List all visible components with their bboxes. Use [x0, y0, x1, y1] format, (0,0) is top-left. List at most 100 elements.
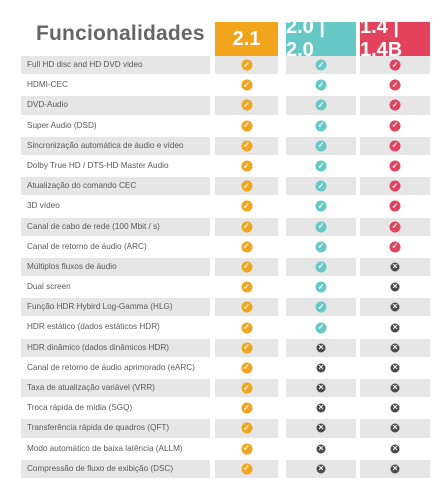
support-cell: ✓: [286, 76, 356, 94]
checkmark-icon: ✓: [241, 140, 252, 152]
support-cell: ✓: [286, 217, 356, 236]
feature-label: Taxa de atualização variável (VRR): [27, 383, 155, 392]
checkmark-icon: ✓: [389, 120, 401, 132]
checkmark-icon: ✓: [389, 160, 401, 172]
support-cell: ✕: [286, 359, 356, 377]
support-cell: ✕: [360, 440, 430, 458]
feature-label: Canal de retorno de áudio (ARC): [27, 241, 147, 251]
support-cell: ✓: [360, 117, 430, 135]
checkmark-icon: ✓: [315, 59, 327, 71]
table-row: Super Audio (DSD) ✓ ✓ ✓: [21, 116, 431, 136]
table-row: Taxa de atualização variável (VRR) ✓ ✕ ✕: [21, 378, 431, 398]
cross-icon: ✕: [390, 403, 400, 413]
cross-icon: ✕: [390, 363, 400, 373]
support-cell: ✓: [286, 117, 356, 135]
table-row: DVD-Audio ✓ ✓ ✓: [21, 95, 431, 115]
support-cell: ✓: [215, 117, 278, 135]
table-row: Atualização do comando CEC ✓ ✓ ✓: [21, 176, 431, 196]
support-cell: ✓: [286, 238, 356, 256]
checkmark-icon: ✓: [315, 221, 327, 233]
support-cell: ✓: [286, 318, 356, 336]
feature-label: Função HDR Hybird Log-Gamma (HLG): [27, 302, 173, 312]
row-background: [21, 136, 210, 155]
checkmark-icon: ✓: [241, 261, 252, 273]
table-row: Função HDR Hybird Log-Gamma (HLG) ✓ ✓ ✕: [21, 297, 431, 317]
table-row: Transferência rápida de quadros (QFT) ✓ ✕ ✕: [21, 418, 431, 438]
cross-icon: ✕: [390, 323, 400, 333]
checkmark-icon: ✓: [389, 140, 401, 152]
table-row: Troca rápida de mídia (SGQ) ✓ ✕ ✕: [21, 398, 431, 418]
checkmark-icon: ✓: [241, 443, 252, 455]
cross-icon: ✕: [316, 464, 326, 474]
support-cell: ✓: [215, 359, 278, 377]
table-row: 3D vídeo ✓ ✓ ✓: [21, 196, 431, 216]
checkmark-icon: ✓: [389, 180, 401, 192]
checkmark-icon: ✓: [315, 241, 327, 253]
checkmark-icon: ✓: [241, 99, 252, 111]
checkmark-icon: ✓: [241, 180, 252, 192]
row-background: [21, 177, 210, 196]
cross-icon: ✕: [316, 403, 326, 413]
cross-icon: ✕: [316, 423, 326, 433]
support-cell: ✕: [286, 440, 356, 458]
table-row: Modo automático de baixa latência (ALLM)…: [21, 439, 431, 459]
support-cell: ✓: [215, 76, 278, 94]
cross-icon: ✕: [316, 363, 326, 373]
feature-label: 3D vídeo: [27, 201, 60, 211]
feature-label: Transferência rápida de quadros (QFT): [27, 423, 170, 433]
checkmark-icon: ✓: [241, 241, 252, 253]
support-cell: ✕: [286, 379, 356, 398]
table-row: Sincronização automática de áudio e víde…: [21, 136, 431, 156]
support-cell: ✓: [215, 440, 278, 458]
checkmark-icon: ✓: [241, 422, 252, 434]
checkmark-icon: ✓: [241, 301, 252, 313]
row-background: [21, 338, 210, 357]
checkmark-icon: ✓: [241, 362, 252, 374]
cross-icon: ✕: [316, 383, 326, 393]
row-background: [21, 419, 210, 438]
checkmark-icon: ✓: [241, 160, 252, 172]
support-cell: ✓: [215, 217, 278, 236]
checkmark-icon: ✓: [389, 59, 401, 71]
table-row: Canal de retorno de áudio aprimorado (eA…: [21, 358, 431, 378]
table-row: HDR estático (dados estáticos HDR) ✓ ✓ ✕: [21, 317, 431, 337]
checkmark-icon: ✓: [389, 221, 401, 233]
feature-label: DVD-Audio: [27, 100, 68, 110]
checkmark-icon: ✓: [315, 79, 327, 91]
checkmark-icon: ✓: [389, 99, 401, 111]
support-cell: ✓: [286, 96, 356, 115]
checkmark-icon: ✓: [315, 140, 327, 152]
support-cell: ✕: [360, 379, 430, 398]
support-cell: ✓: [360, 56, 430, 75]
checkmark-icon: ✓: [315, 301, 327, 313]
support-cell: ✕: [286, 459, 356, 478]
support-cell: ✓: [286, 56, 356, 75]
support-cell: ✓: [215, 136, 278, 155]
feature-label: Múltiplos fluxos de áudio: [27, 261, 117, 271]
cross-icon: ✕: [390, 282, 400, 292]
checkmark-icon: ✓: [315, 281, 327, 293]
feature-label: Dolby True HD / DTS-HD Master Audio: [27, 160, 169, 170]
support-cell: ✓: [215, 459, 278, 478]
cross-icon: ✕: [316, 343, 326, 353]
support-cell: ✕: [360, 359, 430, 377]
support-cell: ✓: [215, 56, 278, 75]
support-cell: ✓: [215, 278, 278, 296]
support-cell: ✓: [215, 96, 278, 115]
support-cell: ✓: [215, 298, 278, 317]
support-cell: ✓: [215, 399, 278, 417]
row-background: [21, 379, 210, 398]
support-cell: ✓: [215, 338, 278, 357]
checkmark-icon: ✓: [315, 120, 327, 132]
checkmark-icon: ✓: [241, 322, 252, 334]
support-cell: ✓: [215, 197, 278, 215]
row-background: [21, 217, 210, 236]
checkmark-icon: ✓: [241, 120, 252, 132]
support-cell: ✕: [360, 338, 430, 357]
row-background: [21, 257, 210, 277]
table-row: Dual screen ✓ ✓ ✕: [21, 277, 431, 297]
support-cell: ✕: [360, 257, 430, 277]
support-cell: ✓: [286, 136, 356, 155]
support-cell: ✓: [360, 197, 430, 215]
support-cell: ✕: [360, 399, 430, 417]
